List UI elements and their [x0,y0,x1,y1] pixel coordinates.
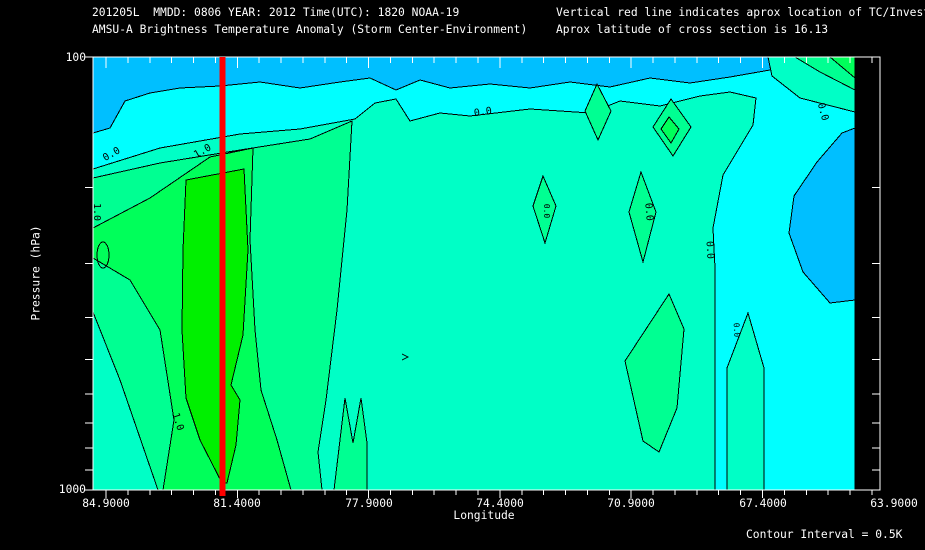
y-axis-label: Pressure (hPa) [29,225,43,321]
kite-2 [628,170,657,264]
x-tick-label: 67.4000 [739,497,787,510]
plot-frame [92,56,881,491]
y-tick-1000: 1000 [58,483,86,496]
band-blue-top [92,56,792,134]
x-tick-label: 63.9000 [870,497,918,510]
x-tick-label: 84.9000 [82,497,130,510]
contour-interval-note: Contour Interval = 0.5K [746,528,903,541]
contour-label-0.0: 0.0 [703,240,716,260]
title-line1: 201205L MMDD: 0806 YEAR: 2012 Time(UTC):… [92,6,460,19]
band-blue-pocket [788,127,856,304]
tiny-contour-mark [401,353,410,361]
kite-3-inner [660,116,680,144]
contour-label-0.0: 0.0 [731,322,742,338]
contour-label-0.0: 0.0 [642,202,655,222]
contour-label-0.0: 0.0 [542,203,551,219]
axis-ticks [85,56,880,498]
y-tick-100: 100 [65,51,86,64]
kite-4 [584,82,612,142]
x-tick-label: 74.4000 [476,497,524,510]
x-tick-label: 81.4000 [213,497,261,510]
x-tick-label: 70.9000 [607,497,655,510]
title-right1: Vertical red line indicates aprox locati… [556,6,925,19]
tc-location-red-line [219,57,226,496]
warm-polygon-midright [624,292,685,453]
x-axis-label: Longitude [453,509,515,522]
small-contour-loop [96,241,110,269]
title-right2: Aprox latitude of cross section is 16.13 [556,23,829,36]
kite-1 [532,174,557,245]
contour-label-1.0: 1.0 [91,202,102,222]
x-tick-label: 77.9000 [345,497,393,510]
warm-core [181,168,249,484]
title-line2: AMSU-A Brightness Temperature Anomaly (S… [92,23,528,36]
